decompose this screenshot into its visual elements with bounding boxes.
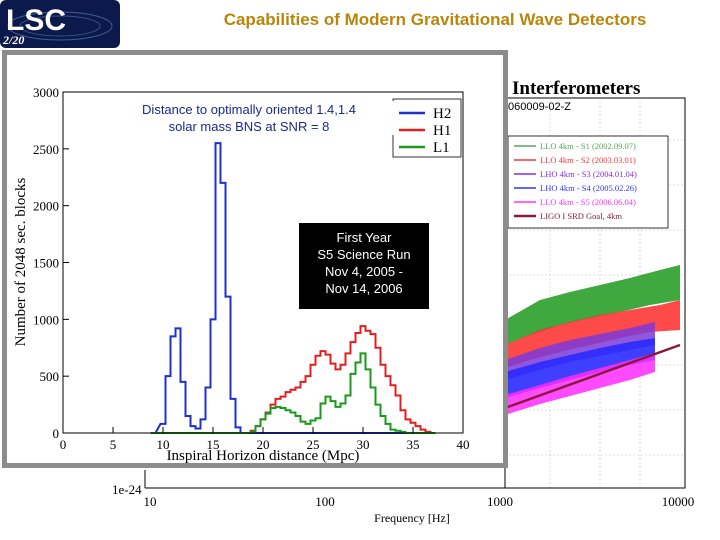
info-line: First Year bbox=[336, 230, 392, 245]
bg-x-tick: 100 bbox=[315, 494, 335, 509]
srd-goal-line bbox=[504, 343, 681, 410]
x-tick-label: 20 bbox=[257, 437, 270, 452]
legend-label-h1: H1 bbox=[433, 123, 451, 139]
lsc-logo: LSC 2/20 bbox=[0, 0, 120, 48]
x-tick-label: 40 bbox=[457, 437, 470, 452]
series-h1-line bbox=[150, 325, 436, 434]
horizon-distance-histogram: 0 500 1000 1500 2000 2500 3000 0 5 10 15 20 25 30 35 40… bbox=[2, 50, 508, 468]
bg-x-tick: 10 bbox=[144, 494, 157, 509]
y-axis-label: Number of 2048 sec. blocks bbox=[13, 177, 29, 346]
x-tick-label: 0 bbox=[60, 437, 67, 452]
bg-x-tick: 1000 bbox=[487, 494, 513, 509]
bg-legend-item: LLO 4km - S1 (2002.09.07) bbox=[540, 141, 636, 151]
bg-y-min-label: 1e-24 bbox=[112, 482, 142, 497]
y-tick-label: 2500 bbox=[33, 142, 59, 157]
info-line: Nov 14, 2006 bbox=[325, 281, 403, 296]
bg-legend: LLO 4km - S1 (2002.09.07) LLO 4km - S2 (… bbox=[514, 141, 637, 221]
y-tick-label: 1000 bbox=[33, 312, 59, 327]
x-tick-label: 10 bbox=[157, 437, 170, 452]
page-number: 2/20 bbox=[2, 33, 24, 47]
y-tick-label: 500 bbox=[40, 369, 60, 384]
s1-noise-band bbox=[505, 265, 680, 345]
x-axis-label: Inspiral Horizon distance (Mpc) bbox=[167, 448, 360, 463]
bg-legend-item: LLO 4km - S5 (2006.06.04) bbox=[540, 197, 636, 207]
y-tick-label: 0 bbox=[53, 426, 60, 441]
logo-text: LSC bbox=[6, 4, 66, 37]
x-tick-label: 35 bbox=[407, 437, 420, 452]
slide-title: Capabilities of Modern Gravitational Wav… bbox=[223, 10, 647, 29]
x-tick-label: 25 bbox=[307, 437, 320, 452]
noise-curve-bands bbox=[504, 265, 681, 415]
legend-label-l1: L1 bbox=[433, 140, 450, 156]
bg-legend-item: LLO 4km - S2 (2003.03.01) bbox=[540, 155, 636, 165]
x-tick-label: 15 bbox=[207, 437, 220, 452]
x-tick-label: 5 bbox=[110, 437, 117, 452]
legend-label-h2: H2 bbox=[433, 106, 451, 122]
bg-x-tick: 10000 bbox=[662, 494, 695, 509]
y-tick-label: 2000 bbox=[33, 199, 59, 214]
s5-run-info-box: First Year S5 Science Run Nov 4, 2005 - … bbox=[299, 223, 429, 309]
bg-legend-item: LHO 4km - S3 (2004.01.04) bbox=[540, 169, 637, 179]
bg-doc-id: 060009-02-Z bbox=[508, 101, 571, 113]
bg-legend-item: LIGO I SRD Goal, 4km bbox=[540, 211, 622, 221]
y-tick-label: 1500 bbox=[33, 256, 59, 271]
bg-title: Interferometers bbox=[512, 78, 640, 99]
bg-x-axis-label: Frequency [Hz] bbox=[374, 511, 450, 525]
bg-legend-item: LHO 4km - S4 (2005.02.26) bbox=[540, 183, 637, 193]
info-line: S5 Science Run bbox=[317, 247, 411, 262]
info-line: Nov 4, 2005 - bbox=[324, 264, 404, 279]
x-tick-label: 30 bbox=[357, 437, 370, 452]
series-l1-line bbox=[150, 352, 436, 434]
annotation-line: solar mass BNS at SNR = 8 bbox=[168, 119, 330, 134]
histogram-svg: 0 500 1000 1500 2000 2500 3000 0 5 10 15 20 25 30 35 40… bbox=[13, 85, 470, 463]
y-tick-label: 3000 bbox=[33, 85, 59, 100]
annotation-line: Distance to optimally oriented 1.4,1.4 bbox=[142, 102, 356, 117]
s4-noise-band bbox=[505, 338, 655, 398]
annotation-box: Distance to optimally oriented 1.4,1.4 s… bbox=[99, 101, 399, 135]
